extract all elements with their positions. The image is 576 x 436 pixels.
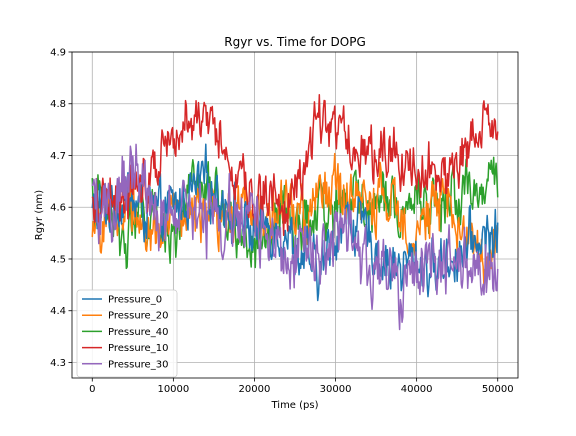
x-tick-label: 20000 (239, 384, 271, 395)
legend-box (76, 289, 178, 378)
y-tick-label: 4.7 (50, 151, 66, 162)
y-tick-label: 4.4 (50, 306, 66, 317)
x-tick-label: 50000 (482, 384, 514, 395)
legend-label: Pressure_30 (108, 359, 168, 370)
y-tick-label: 4.9 (50, 48, 66, 59)
x-tick-label: 30000 (320, 384, 352, 395)
x-tick-label: 40000 (401, 384, 433, 395)
legend-label: Pressure_0 (108, 295, 162, 306)
y-tick-label: 4.5 (50, 254, 66, 265)
y-tick-label: 4.6 (50, 203, 66, 214)
legend-label: Pressure_40 (108, 327, 168, 338)
legend-label: Pressure_20 (108, 311, 168, 322)
y-axis-label: Rgyr (nm) (34, 190, 45, 240)
legend: Pressure_0 Pressure_20 Pressure_40 Pressure… (76, 289, 178, 378)
plot-frame (71, 51, 519, 379)
legend-label: Pressure_10 (108, 343, 168, 354)
x-axis-label: Time (ps) (270, 400, 318, 411)
y-tick-label: 4.3 (50, 358, 66, 369)
chart-title: Rgyr vs. Time for DOPG (224, 35, 366, 49)
x-tick-label: 0 (89, 384, 95, 395)
x-tick-label: 10000 (157, 384, 189, 395)
series-line-pressure-10 (91, 94, 499, 237)
series-layer (91, 94, 499, 331)
y-tick-label: 4.8 (50, 99, 66, 110)
series-line-pressure-30 (91, 143, 499, 331)
axis-ticks: 0 10000 20000 30000 40000 50000 4.3 4.4 4.5 4.6 4.… (50, 48, 514, 396)
